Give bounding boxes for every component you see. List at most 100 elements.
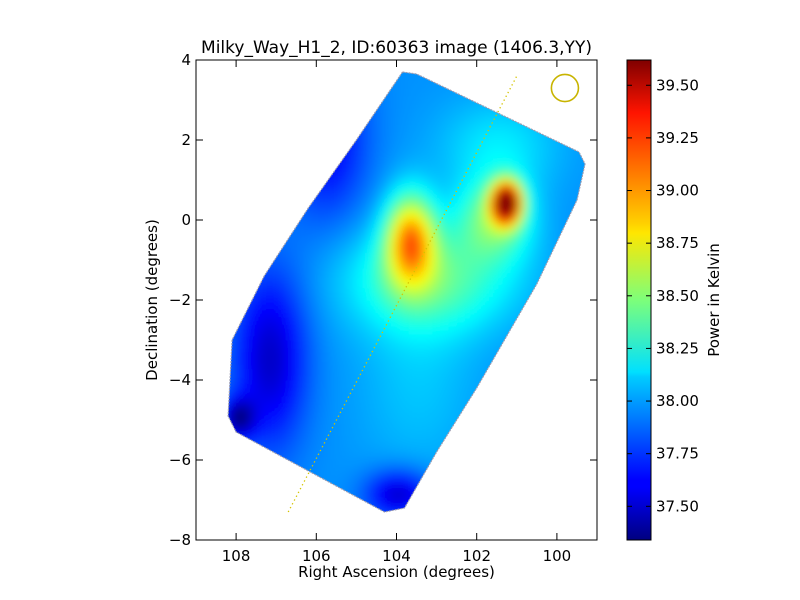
heatmap-cell [268, 220, 273, 225]
heatmap-cell [352, 208, 357, 213]
heatmap-cell [268, 92, 273, 97]
heatmap-cell [268, 136, 273, 141]
heatmap-cell [328, 432, 333, 437]
heatmap-cell [360, 360, 365, 365]
heatmap-cell [364, 420, 369, 425]
heatmap-cell [268, 240, 273, 245]
heatmap-cell [328, 476, 333, 481]
heatmap-cell [364, 60, 369, 65]
heatmap-cell [356, 368, 361, 373]
heatmap-cell [276, 472, 281, 477]
heatmap-cell [220, 268, 225, 273]
heatmap-cell [344, 324, 349, 329]
heatmap-cell [272, 172, 277, 177]
heatmap-cell [228, 300, 233, 305]
heatmap-cell [236, 260, 241, 265]
heatmap-cell [228, 284, 229, 289]
heatmap-cell [336, 340, 341, 345]
heatmap-cell [288, 220, 293, 225]
heatmap-cell [228, 188, 229, 193]
heatmap-cell [316, 184, 321, 189]
heatmap-cell [380, 172, 386, 177]
heatmap-cell [380, 232, 386, 237]
heatmap-cell [304, 428, 309, 433]
heatmap-cell [340, 148, 345, 153]
heatmap-cell [384, 312, 390, 317]
heatmap-cell [292, 248, 297, 253]
heatmap-cell [268, 392, 273, 397]
heatmap-cell [292, 340, 297, 345]
heatmap-cell [276, 216, 281, 221]
heatmap-cell [376, 124, 381, 129]
heatmap-cell [252, 404, 257, 409]
heatmap-cell [280, 148, 285, 153]
heatmap-cell [272, 112, 277, 117]
heatmap-cell [260, 472, 265, 477]
heatmap-cell [284, 252, 289, 257]
heatmap-cell [240, 348, 245, 353]
heatmap-cell [256, 428, 261, 433]
heatmap-cell [368, 196, 373, 201]
heatmap-cell [228, 372, 229, 377]
heatmap-cell [364, 316, 369, 321]
heatmap-cell [384, 244, 390, 249]
heatmap-cell [244, 224, 249, 229]
heatmap-cell [276, 208, 281, 213]
heatmap-cell [244, 64, 249, 69]
heatmap-cell [232, 268, 237, 273]
heatmap-cell [320, 496, 325, 501]
heatmap-cell [276, 520, 281, 525]
heatmap-cell [236, 236, 241, 241]
heatmap-cell [228, 292, 229, 297]
heatmap-cell [252, 496, 257, 501]
heatmap-cell [316, 396, 321, 401]
heatmap-cell [228, 468, 229, 473]
heatmap-cell [300, 328, 305, 333]
heatmap-cell [332, 276, 337, 281]
heatmap-cell [320, 260, 325, 265]
heatmap-cell [344, 380, 349, 385]
heatmap-cell [360, 64, 365, 69]
heatmap-cell [260, 400, 265, 405]
heatmap-cell [252, 144, 257, 149]
heatmap-cell [300, 432, 305, 437]
heatmap-cell [292, 184, 297, 189]
heatmap-cell [320, 168, 325, 173]
heatmap-cell [352, 476, 357, 481]
heatmap-cell [264, 384, 269, 389]
heatmap-cell [228, 108, 233, 113]
heatmap-cell [280, 300, 285, 305]
heatmap-cell [292, 348, 297, 353]
heatmap-cell [272, 80, 277, 85]
heatmap-cell [304, 184, 309, 189]
heatmap-cell [272, 368, 277, 373]
heatmap-cell [228, 384, 229, 389]
heatmap-cell [356, 84, 361, 89]
heatmap-cell [304, 380, 309, 385]
heatmap-cell [292, 296, 297, 301]
heatmap-cell [304, 496, 309, 501]
heatmap-cell [248, 292, 253, 297]
heatmap-cell [304, 520, 309, 525]
heatmap-cell [360, 300, 365, 305]
heatmap-cell [348, 412, 353, 417]
heatmap-cell [288, 276, 293, 281]
heatmap-cell [296, 444, 301, 449]
heatmap-cell [292, 128, 297, 133]
heatmap-cell [268, 124, 273, 129]
heatmap-cell [308, 228, 313, 233]
heatmap-cell [284, 348, 289, 353]
heatmap-cell [220, 380, 225, 385]
heatmap-cell [280, 484, 285, 489]
heatmap-cell [268, 228, 273, 233]
heatmap-cell [300, 264, 305, 269]
heatmap-cell [264, 64, 269, 69]
heatmap-cell [216, 168, 221, 173]
heatmap-cell [240, 364, 245, 369]
heatmap-cell [248, 116, 253, 121]
heatmap-cell [312, 136, 317, 141]
heatmap-cell [220, 416, 225, 421]
heatmap-cell [268, 412, 273, 417]
heatmap-cell [348, 372, 353, 377]
heatmap-cell [328, 176, 333, 181]
